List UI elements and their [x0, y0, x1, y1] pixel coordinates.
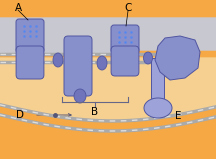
Text: E: E [175, 111, 181, 121]
FancyBboxPatch shape [111, 46, 139, 76]
Text: D: D [16, 110, 24, 120]
Ellipse shape [143, 52, 152, 64]
Polygon shape [0, 18, 216, 55]
Polygon shape [155, 36, 200, 80]
Text: B: B [91, 107, 98, 117]
Ellipse shape [144, 98, 172, 118]
Text: C: C [124, 3, 132, 13]
FancyBboxPatch shape [16, 46, 44, 79]
Ellipse shape [97, 56, 107, 70]
Polygon shape [0, 58, 216, 120]
FancyBboxPatch shape [111, 25, 139, 53]
Text: A: A [14, 3, 22, 13]
FancyBboxPatch shape [64, 36, 92, 96]
Ellipse shape [53, 53, 63, 67]
FancyBboxPatch shape [16, 19, 44, 53]
FancyBboxPatch shape [151, 59, 165, 100]
Ellipse shape [74, 89, 86, 103]
